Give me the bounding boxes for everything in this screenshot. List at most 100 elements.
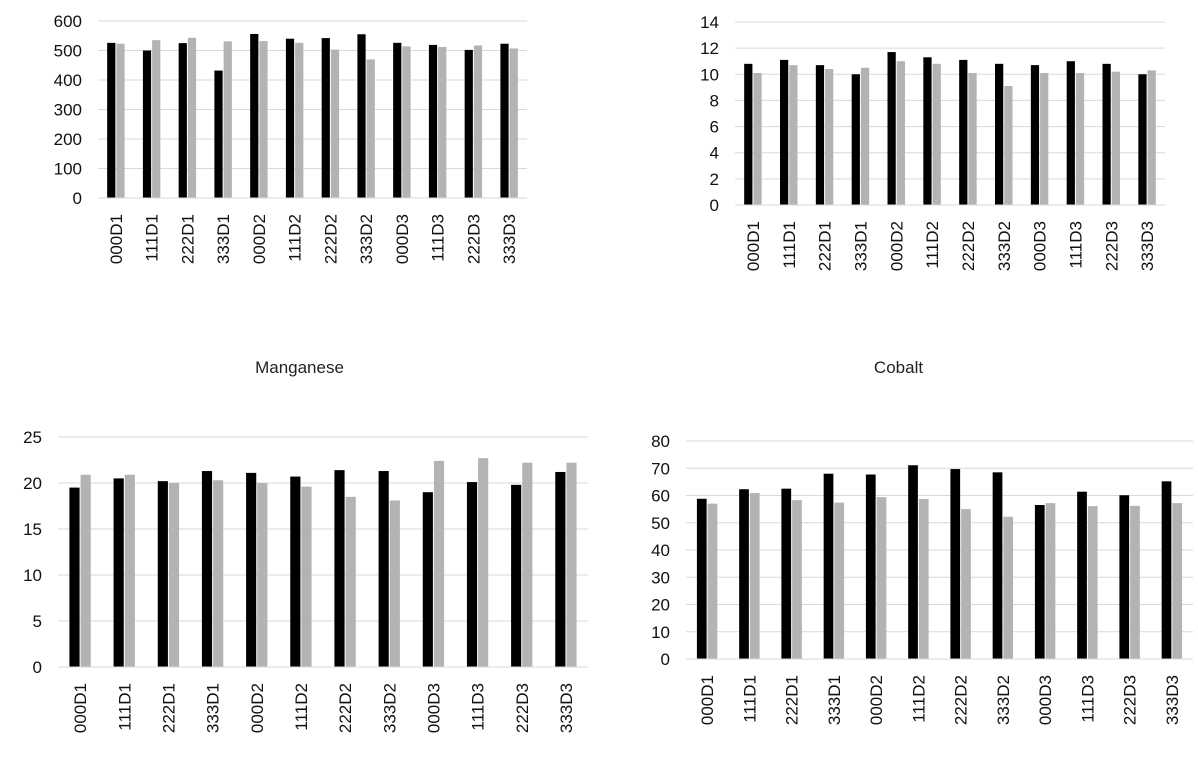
chart-4-bar-series-1 [992,472,1003,659]
chart-4-ytick-label: 60 [651,487,670,506]
chart-1-ytick-label: 100 [54,160,82,179]
chart-4-bar-series-2 [749,493,760,659]
chart-2-category-label: 222D3 [1102,221,1121,271]
chart-1-bar-series-2 [259,41,268,199]
chart-4-bar-series-1 [950,469,961,659]
chart-1-ytick-label: 500 [54,42,82,61]
chart-1-category-label: 111D1 [143,214,162,262]
chart-4-ytick-label: 20 [651,596,670,615]
chart-2-bar-series-1 [815,65,825,205]
chart-2-category-label: 222D1 [816,221,835,271]
chart-4-ytick-label: 40 [651,541,670,560]
chart-4-category-label: 111D1 [740,675,759,723]
chart-3-category-label: 333D3 [557,683,576,733]
chart-4-category-label: 222D1 [783,675,802,725]
chart-2-bar-series-2 [753,72,762,205]
chart-3-ytick-label: 15 [23,520,42,539]
chart-4-bar-series-1 [739,489,749,659]
chart-2-svg: 0 2 4 6 8 10 12 14 000D1 111D1 222D1 333D1 000D2 111D… [700,13,1165,271]
chart-1-category-label: 222D3 [464,214,483,264]
chart-1-bar-series-1 [250,33,259,199]
chart-4-category-label: 111D2 [909,675,928,723]
chart-3-bar-series-1 [555,471,566,667]
chart-1-bar-series-2 [152,40,161,198]
chart-3-bar-series-2 [257,483,268,667]
chart-1-bar-series-2 [187,37,197,198]
chart-3-bar-series-1 [334,470,345,667]
chart-4-bar-series-1 [823,473,834,659]
chart-2-category-label: 000D3 [1031,221,1050,271]
chart-2-bar-series-2 [1147,70,1156,205]
chart-3-category-label: 333D1 [204,683,223,733]
chart-2-category-label: 333D1 [851,221,870,271]
chart-3-title: Manganese [255,358,344,377]
chart-3-bar-series-1 [201,471,213,667]
chart-1-bar-series-2 [402,46,411,199]
chart-2-category-label: 111D2 [923,221,942,269]
chart-1-category-label: 111D2 [286,214,305,262]
chart-4-ytick-label: 50 [651,514,670,533]
chart-4-ytick-label: 70 [651,459,670,478]
chart-panel-3: 0 5 10 15 20 25 000D1 111D1 222D1 333D1 000D2 111D2… [0,380,599,763]
chart-3-bar-series-1 [113,478,124,667]
chart-4-category-label: 222D2 [952,675,971,725]
chart-1-bar-series-2 [509,48,518,199]
chart-4-ytick-label: 10 [651,623,670,642]
chart-panel-4: 0 10 20 30 40 50 60 70 80 000D1 111D1 222D1 333D1 000… [599,380,1198,763]
chart-3-ytick-label: 5 [33,612,42,631]
chart-3-bar-series-1 [378,471,389,667]
chart-3-svg: 0 5 10 15 20 25 000D1 111D1 222D1 333D1 000D2 111D2… [23,428,588,733]
chart-1-bar-series-2 [438,46,447,199]
chart-1-category-label: 000D3 [393,214,412,264]
chart-3-bar-series-1 [290,476,301,667]
chart-1-category-label: 111D3 [429,214,448,262]
chart-3-category-label: 000D3 [424,683,443,733]
chart-2-bar-series-1 [744,63,753,206]
chart-2-bar-series-2 [860,67,870,205]
chart-4-bar-series-2 [707,503,718,659]
chart-2-bar-series-2 [1075,72,1085,205]
chart-4-bar-series-2 [1087,506,1098,659]
chart-1-bar-series-2 [366,59,375,198]
chart-2-category-label: 000D2 [887,221,906,271]
chart-4-category-label: 222D3 [1121,675,1140,725]
chart-3-bar-series-2 [522,462,533,667]
chart-4-bar-series-2 [792,500,802,659]
chart-2-ytick-label: 4 [710,144,719,163]
chart-2-ytick-label: 6 [710,118,719,137]
chart-1-bar-series-1 [393,42,402,198]
chart-panel-2: 0 2 4 6 8 10 12 14 000D1 111D1 222D1 333D1 000D2 111D… [599,0,1198,340]
chart-2-bar-series-1 [887,52,896,205]
chart-3-category-label: 222D2 [336,683,355,733]
chart-1-bar-series-2 [116,43,125,199]
chart-3-bar-series-2 [566,462,577,667]
chart-2-bar-series-2 [1111,71,1120,206]
chart-4-category-label: 111D3 [1078,675,1097,723]
chart-1-category-label: 000D2 [250,214,269,264]
chart-3-bar-series-2 [433,460,445,667]
chart-2-category-label: 000D1 [744,221,763,271]
chart-1-bar-series-1 [500,43,509,199]
chart-3-ytick-label: 20 [23,474,42,493]
chart-4-bar-series-2 [1172,503,1183,659]
chart-2-bar-series-1 [851,74,860,206]
chart-4-ytick-label: 30 [651,568,670,587]
chart-4-ytick-label: 80 [651,432,670,451]
chart-1-ytick-label: 0 [73,189,82,208]
chart-4-bar-series-1 [781,488,792,659]
chart-2-bar-series-2 [932,63,941,206]
chart-2-category-label: 333D2 [995,221,1014,271]
chart-1-bar-series-2 [223,41,232,199]
chart-1-bar-series-1 [464,49,473,198]
chart-2-bar-series-2 [789,65,798,205]
chart-2-bar-series-2 [825,69,834,205]
chart-1-bar-series-1 [107,42,116,198]
chart-1-category-label: 333D2 [357,214,376,264]
chart-3-category-label: 111D3 [469,683,488,731]
chart-3-bar-series-2 [345,496,356,667]
chart-4-category-label: 333D1 [825,675,844,725]
chart-3-ytick-label: 25 [23,428,42,447]
chart-4-bar-series-1 [1161,481,1172,659]
chart-1-bar-series-2 [295,42,304,198]
chart-1-bar-series-1 [142,50,152,198]
